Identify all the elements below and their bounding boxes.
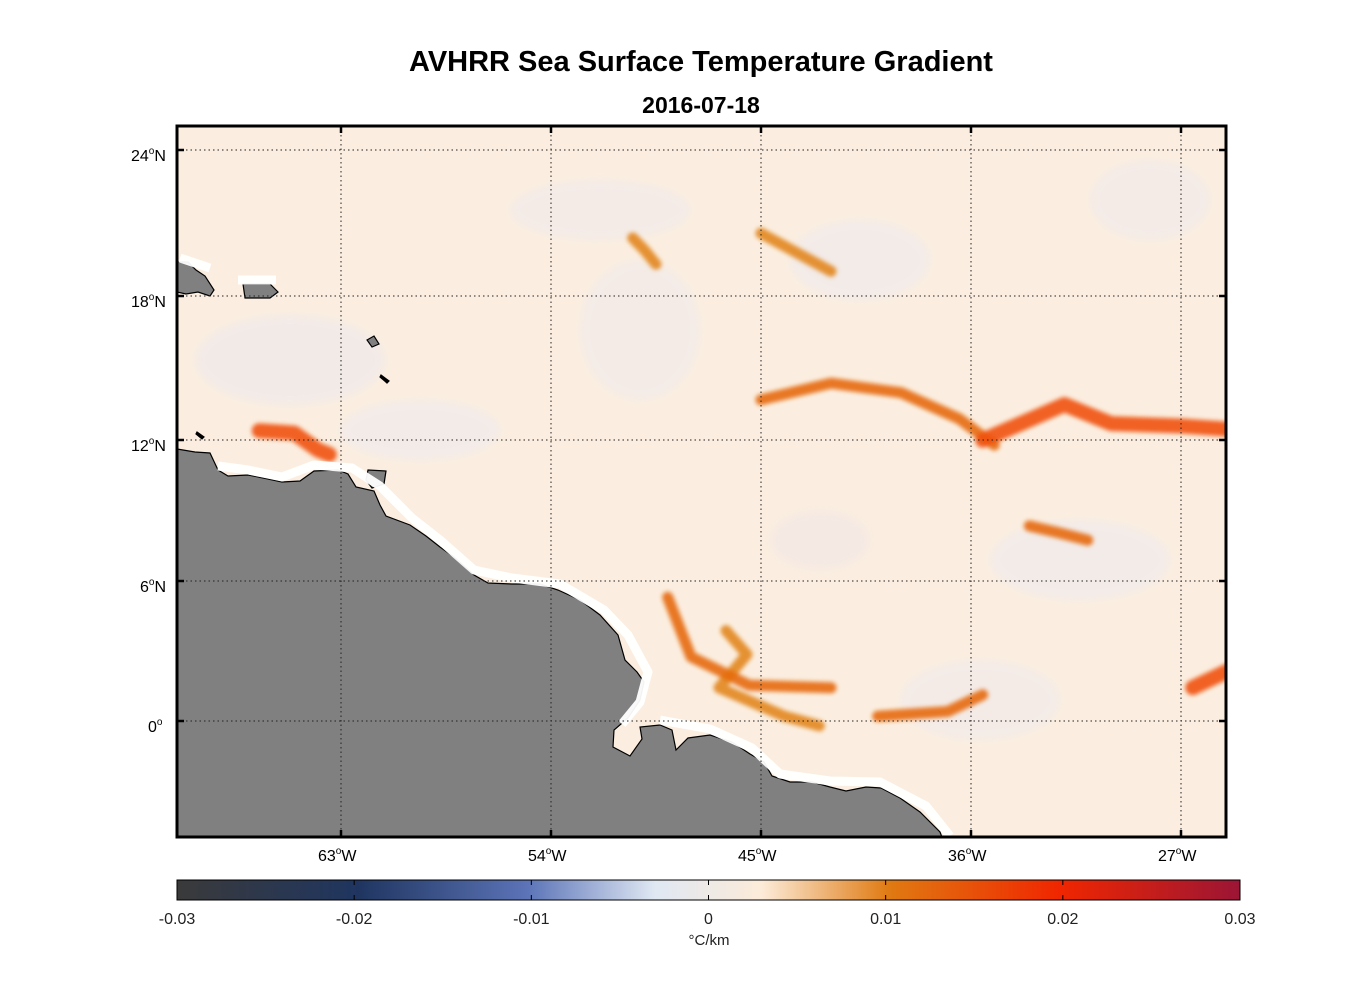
lat-labels: 24oN 18oN 12oN 6oN 0o xyxy=(131,146,166,736)
gradient-front-1 xyxy=(251,423,337,462)
colorbar-labels: -0.03 -0.02 -0.01 0 0.01 0.02 0.03 xyxy=(159,911,1256,928)
map-title: AVHRR Sea Surface Temperature Gradient xyxy=(409,46,993,78)
gradient-front-9 xyxy=(872,689,989,722)
gradient-front-10 xyxy=(1185,663,1226,696)
colorbar-ticks xyxy=(176,880,1241,900)
gradient-front-14 xyxy=(1335,274,1342,303)
lat-label-24: 24oN xyxy=(131,146,166,165)
island-martinique xyxy=(379,374,390,384)
island-grenada xyxy=(195,431,205,440)
colorbar-label-1: -0.02 xyxy=(336,911,373,928)
lon-label-54: 54oW xyxy=(528,846,567,865)
lon-label-36: 36oW xyxy=(948,846,987,865)
gradient-front-13 xyxy=(1337,340,1339,388)
gradient-front-5 xyxy=(975,397,1226,448)
lat-label-0: 0o xyxy=(148,717,163,736)
tick-marks xyxy=(177,126,1226,837)
graticule xyxy=(177,126,1226,837)
colorbar-label-4: 0.01 xyxy=(870,911,901,928)
lon-labels: 63oW 54oW 45oW 36oW 27oW xyxy=(318,846,1197,865)
colorbar-label-6: 0.03 xyxy=(1224,911,1255,928)
island-guadeloupe xyxy=(366,335,380,348)
colorbar-unit: °C/km xyxy=(688,932,730,949)
colorbar: -0.03 -0.02 -0.01 0 0.01 0.02 0.03 xyxy=(159,879,1256,928)
map-subtitle: 2016-07-18 xyxy=(642,92,760,118)
colorbar-label-0: -0.03 xyxy=(159,911,196,928)
colorbar-label-3: 0 xyxy=(704,911,713,928)
lat-label-6: 6oN xyxy=(140,577,166,596)
gradient-front-2 xyxy=(627,232,662,270)
map-frame xyxy=(175,124,1228,839)
gradient-front-3 xyxy=(755,227,837,277)
colorbar-label-2: -0.01 xyxy=(513,911,550,928)
map-panel xyxy=(177,126,1344,837)
gradient-front-7 xyxy=(713,625,825,732)
gradient-front-6 xyxy=(1023,520,1094,546)
coastal-mask xyxy=(178,253,954,837)
colorbar-label-5: 0.02 xyxy=(1047,911,1078,928)
gradient-front-11 xyxy=(1286,612,1344,626)
lon-label-27: 27oW xyxy=(1158,846,1197,865)
gradient-front-12 xyxy=(1286,690,1344,711)
lon-label-63: 63oW xyxy=(318,846,357,865)
lat-label-12: 12oN xyxy=(131,436,166,455)
gradient-front-8 xyxy=(662,591,837,694)
lat-label-18: 18oN xyxy=(131,292,166,311)
lon-label-45: 45oW xyxy=(738,846,777,865)
gradient-fronts xyxy=(251,227,1344,732)
